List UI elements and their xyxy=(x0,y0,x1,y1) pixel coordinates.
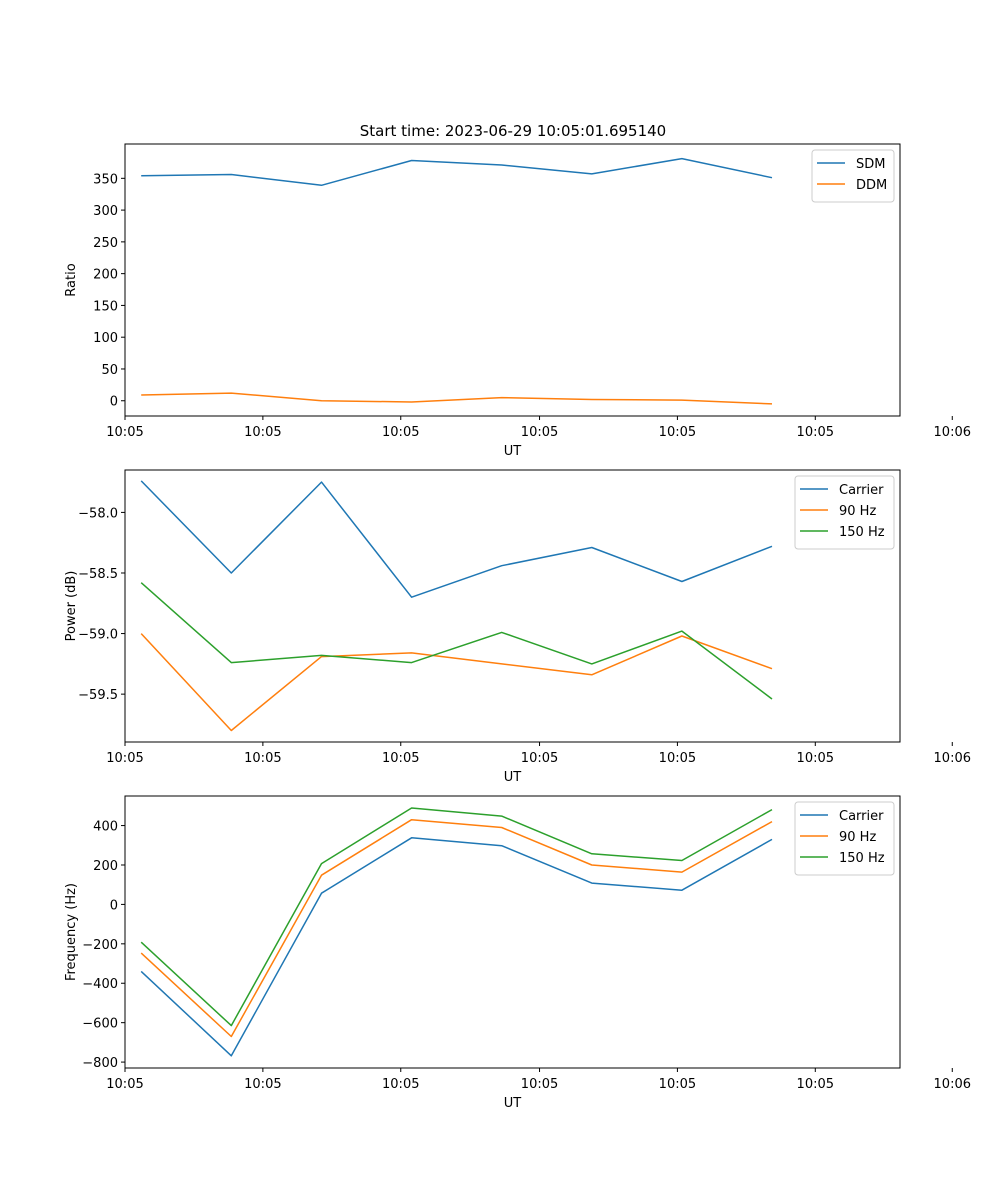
y-tick-label: 400 xyxy=(93,820,118,835)
series-line-1 xyxy=(141,157,773,187)
series-line-3 xyxy=(140,807,773,1027)
legend-label: 150 Hz xyxy=(839,851,885,866)
series-line-1 xyxy=(140,480,773,598)
chart-panel-1: 10:05 10:05 10:05 10:05 10:05 10:05 10:06 0 50 10… xyxy=(64,143,971,459)
y-tick-label: 50 xyxy=(101,363,118,378)
chart-panel-3: 10:05 10:05 10:05 10:05 10:05 10:05 10:06 −800 −… xyxy=(64,795,971,1111)
x-tick-label: 10:05 xyxy=(659,1077,696,1092)
y-axis-label: Frequency (Hz) xyxy=(64,883,79,981)
y-tick-label: 200 xyxy=(93,268,118,283)
y-tick-label: 0 xyxy=(110,395,118,410)
x-tick-label: 10:05 xyxy=(521,425,558,440)
x-axis-label: UT xyxy=(504,444,522,459)
x-tick-label: 10:06 xyxy=(934,751,971,766)
x-tick-label: 10:05 xyxy=(797,1077,834,1092)
x-axis-label: UT xyxy=(504,1096,522,1111)
legend-label: SDM xyxy=(856,157,885,172)
legend-label: 90 Hz xyxy=(839,504,876,519)
series-line-3 xyxy=(140,582,773,700)
y-axis-label: Ratio xyxy=(64,263,79,296)
legend-label: 90 Hz xyxy=(839,830,876,845)
x-tick-label: 10:05 xyxy=(244,1077,281,1092)
y-tick-label: 100 xyxy=(93,331,118,346)
series-line-2 xyxy=(140,633,773,732)
series-line-2 xyxy=(140,818,773,1038)
x-tick-label: 10:05 xyxy=(382,1077,419,1092)
x-tick-label: 10:05 xyxy=(797,751,834,766)
plot-frame xyxy=(124,469,901,743)
y-tick-label: 0 xyxy=(110,898,118,913)
y-tick-label: 350 xyxy=(93,172,118,187)
x-tick-label: 10:05 xyxy=(106,425,143,440)
y-tick-label: −59.5 xyxy=(78,688,118,703)
figure-title: Start time: 2023-06-29 10:05:01.695140 xyxy=(360,122,666,140)
y-axis-label: Power (dB) xyxy=(64,571,79,642)
x-tick-label: 10:05 xyxy=(521,751,558,766)
x-tick-label: 10:05 xyxy=(797,425,834,440)
y-tick-label: −58.0 xyxy=(78,506,118,521)
legend-label: 150 Hz xyxy=(839,525,885,540)
x-tick-label: 10:05 xyxy=(521,1077,558,1092)
series-line-2 xyxy=(141,392,773,405)
x-tick-label: 10:05 xyxy=(244,751,281,766)
x-axis-label: UT xyxy=(504,770,522,785)
series-line-1 xyxy=(140,837,773,1057)
x-tick-label: 10:05 xyxy=(659,751,696,766)
y-tick-label: 250 xyxy=(93,236,118,251)
x-tick-label: 10:05 xyxy=(659,425,696,440)
legend-label: Carrier xyxy=(839,483,884,498)
x-tick-label: 10:05 xyxy=(106,1077,143,1092)
x-tick-label: 10:05 xyxy=(244,425,281,440)
y-tick-label: 300 xyxy=(93,204,118,219)
x-tick-label: 10:05 xyxy=(382,425,419,440)
y-tick-label: −800 xyxy=(82,1056,118,1071)
chart-panel-2: 10:05 10:05 10:05 10:05 10:05 10:05 10:06 −59.5… xyxy=(64,469,971,785)
x-tick-label: 10:06 xyxy=(934,1077,971,1092)
x-tick-label: 10:06 xyxy=(934,425,971,440)
legend-label: Carrier xyxy=(839,809,884,824)
x-tick-label: 10:05 xyxy=(106,751,143,766)
legend-label: DDM xyxy=(856,178,887,193)
y-tick-label: −200 xyxy=(82,938,118,953)
plot-frame xyxy=(124,795,901,1069)
plot-frame xyxy=(124,143,901,417)
y-tick-label: −400 xyxy=(82,977,118,992)
y-tick-label: 200 xyxy=(93,859,118,874)
y-tick-label: 150 xyxy=(93,299,118,314)
y-tick-label: −600 xyxy=(82,1017,118,1032)
y-tick-label: −58.5 xyxy=(78,567,118,582)
x-tick-label: 10:05 xyxy=(382,751,419,766)
y-tick-label: −59.0 xyxy=(78,628,118,643)
